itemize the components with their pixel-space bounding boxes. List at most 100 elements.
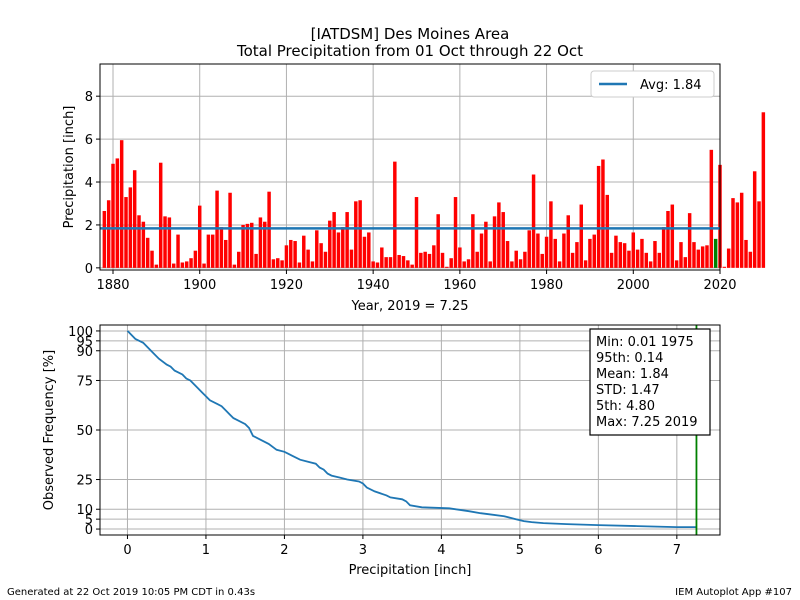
year-bar: [375, 262, 380, 268]
bottom-ylabel: Observed Frequency [%]: [42, 350, 57, 510]
year-bar: [267, 191, 271, 268]
year-bar: [640, 238, 644, 268]
year-bar: [644, 252, 649, 268]
year-bar: [349, 249, 354, 268]
year-bar: [401, 256, 406, 268]
year-bar: [245, 223, 250, 268]
year-bar: [752, 171, 757, 268]
bottom-ytick-label: 50: [76, 424, 93, 439]
year-bar: [228, 192, 232, 268]
year-bar: [553, 238, 557, 268]
year-bar: [393, 161, 397, 268]
footer-generated: Generated at 22 Oct 2019 10:05 PM CDT in…: [7, 587, 255, 598]
year-bar: [154, 264, 159, 268]
year-bar: [293, 241, 297, 268]
year-bar: [414, 197, 419, 268]
year-bar: [436, 214, 440, 268]
year-bar: [705, 245, 709, 268]
year-bar: [319, 243, 323, 268]
year-bar: [171, 263, 176, 268]
year-bar: [388, 257, 393, 268]
bottom-xtick-label: 2: [280, 543, 288, 558]
year-bar: [323, 251, 328, 268]
year-bar: [536, 233, 540, 268]
legend-label: Avg: 1.84: [640, 78, 702, 93]
year-bar: [579, 204, 583, 268]
year-bar: [687, 213, 692, 268]
top-ylabel: Precipitation [inch]: [62, 106, 77, 229]
bottom-xtick-label: 3: [359, 543, 367, 558]
year-bar: [475, 251, 479, 268]
legend-box: [590, 70, 715, 98]
top-xtick-label: 1900: [183, 278, 216, 293]
year-bar: [358, 200, 362, 268]
year-bar: [622, 243, 627, 268]
year-bar: [263, 221, 267, 268]
bottom-ytick-label: 10: [76, 503, 93, 518]
year-bar: [748, 251, 753, 268]
year-bar: [237, 251, 241, 268]
year-bar: [111, 163, 115, 268]
year-bar: [501, 212, 505, 268]
year-bar: [202, 263, 206, 268]
year-bar: [583, 260, 588, 268]
year-bar: [258, 217, 263, 268]
year-bar: [458, 247, 462, 268]
frequency-curve: [126, 330, 697, 528]
year-bar: [627, 250, 631, 268]
top-axis-ticks: 1880 1900 1920 1940 1960 1980 2000 2020 0 2 4 6 8: [85, 90, 737, 293]
year-bar: [289, 239, 293, 268]
year-bar: [276, 258, 280, 268]
year-bar: [562, 233, 566, 268]
year-bar: [397, 254, 401, 268]
bottom-ytick-label: 25: [76, 474, 93, 489]
year-bar: [210, 234, 215, 268]
year-bar: [254, 253, 258, 268]
year-bar: [167, 217, 172, 268]
year-bar: [232, 264, 237, 268]
year-bar: [106, 200, 111, 268]
top-plot-frame: [99, 63, 721, 271]
footer-app: IEM Autoplot App #107: [675, 587, 792, 598]
chart-title-line1: [IATDSM] Des Moines Area: [311, 25, 510, 43]
year-bar: [601, 159, 605, 268]
year-bar: [163, 216, 167, 268]
stat-5th: 5th: 4.80: [596, 399, 655, 414]
bottom-xlabel: Precipitation [inch]: [349, 563, 472, 578]
top-ytick-label: 6: [85, 133, 93, 148]
year-bar: [184, 261, 189, 268]
year-bar: [297, 262, 302, 268]
year-bar: [406, 260, 410, 268]
year-bar: [531, 174, 536, 268]
bottom-ytick-label: 5: [85, 513, 93, 528]
year-bar: [614, 235, 618, 268]
top-xtick-label: 1880: [96, 278, 129, 293]
year-bar: [453, 197, 458, 268]
year-bar: [575, 242, 579, 268]
year-bar: [102, 210, 107, 268]
year-bar: [241, 224, 245, 268]
stat-max: Max: 7.25 2019: [596, 415, 698, 430]
legend: Avg: 1.84: [590, 70, 715, 98]
year-bar: [722, 266, 727, 268]
year-bar: [189, 258, 193, 268]
year-bar: [670, 204, 675, 268]
year-bar: [427, 253, 432, 268]
year-bar: [150, 250, 154, 268]
year-bar: [484, 221, 488, 268]
year-bar: [683, 257, 688, 268]
top-xtick-label: 1960: [443, 278, 476, 293]
year-bar: [124, 197, 128, 268]
year-bar: [115, 158, 120, 268]
year-bar: [462, 261, 466, 268]
year-bar: [466, 259, 471, 268]
year-bar: [354, 201, 358, 268]
year-bar: [540, 253, 544, 268]
year-bar: [666, 210, 670, 268]
stat-95th: 95th: 0.14: [596, 351, 663, 366]
stats-box: Min: 0.01 1975 95th: 0.14 Mean: 1.84 STD…: [589, 328, 711, 436]
year-bar: [432, 245, 436, 268]
year-bar: [219, 227, 224, 268]
year-bar: [731, 198, 735, 268]
